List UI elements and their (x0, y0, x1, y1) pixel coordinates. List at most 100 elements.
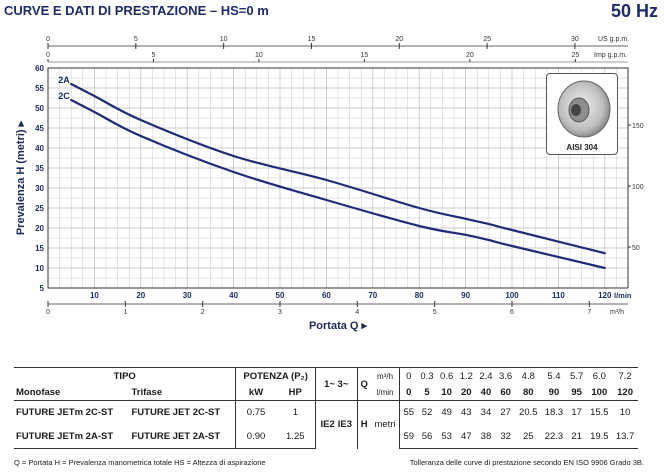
x-tick-label: 40 (229, 291, 238, 300)
h-cell: 47 (456, 424, 477, 449)
us-gpm-tick-label: 25 (483, 36, 491, 43)
imp-gpm-tick-label: 10 (255, 52, 263, 59)
header-potenza: POTENZA (P₂) (235, 367, 316, 384)
x-tick-label: 120 (598, 291, 612, 300)
us-gpm-tick-label: 30 (571, 36, 579, 43)
imp-gpm-tick-label: 20 (466, 52, 474, 59)
h-cell: 22.3 (541, 424, 567, 449)
x-tick-label: 10 (90, 291, 99, 300)
y-tick-label: 55 (35, 84, 44, 93)
x-tick-label: 60 (322, 291, 331, 300)
q-lmin-cell: 90 (541, 384, 567, 401)
x-tick-label: 90 (461, 291, 470, 300)
col-trifase: Trifase (129, 384, 236, 401)
feet-tick-label: 100 (632, 184, 644, 191)
q-lmin-cell: 100 (586, 384, 613, 401)
col-monofase: Monofase (14, 384, 130, 401)
x-unit-label: l/min (614, 291, 632, 300)
hp-value: 1 (292, 407, 298, 419)
us-gpm-tick-label: 10 (220, 36, 228, 43)
q-lmin-cell: 0 (399, 384, 418, 401)
h-label: H (356, 400, 371, 449)
x-tick-label: 20 (136, 291, 145, 300)
footer-tolerance: Tolleranza delle curve di prestazione se… (409, 458, 644, 467)
m3h-tick-label: 4 (355, 309, 359, 316)
h-unit: metri (374, 419, 396, 431)
us-gpm-unit: US g.p.m. (598, 36, 629, 43)
m3h-tick-label: 6 (510, 309, 514, 316)
ie-class: IE2 IE3 (314, 400, 358, 449)
y-tick-label: 20 (35, 224, 44, 233)
h-cell: 18.3 (544, 407, 564, 419)
x-tick-label: 100 (505, 291, 519, 300)
q-unit-lmin: l/min (370, 384, 400, 401)
imp-gpm-tick-label: 0 (46, 52, 50, 59)
x-tick-label: 70 (368, 291, 377, 300)
impeller-icon (557, 80, 611, 138)
q-lmin-cell: 10 (436, 384, 457, 401)
h-cell: 55 (399, 400, 418, 425)
kw-value: 0.90 (235, 424, 276, 449)
y-axis-title: Prevalenza H (metri) ▸ (15, 120, 27, 235)
footer-legend: Q = Portata H = Prevalenza manometrica t… (14, 458, 266, 467)
performance-table: TIPO POTENZA (P₂) 1~ 3~ Q m³/h 0 0.3 0.6… (14, 367, 638, 449)
h-cell: 34 (480, 407, 492, 419)
q-lmin-cell: 120 (612, 384, 638, 401)
q-lmin-cell: 95 (566, 384, 587, 401)
y-tick-label: 10 (35, 264, 44, 273)
q-m3h-cell: 6.0 (586, 367, 613, 384)
x-tick-label: 80 (415, 291, 424, 300)
us-gpm-tick-label: 5 (134, 36, 138, 43)
q-m3h-cell: 0 (399, 367, 418, 384)
hp-value: 1.25 (275, 424, 316, 449)
model-tri: FUTURE JET 2C-ST (131, 407, 221, 419)
y-tick-label: 15 (35, 244, 44, 253)
h-cell: 21 (566, 424, 587, 449)
y-tick-label: 60 (35, 64, 44, 73)
h-cell: 59 (399, 424, 418, 449)
m3h-tick-label: 1 (123, 309, 127, 316)
us-gpm-tick-label: 0 (46, 36, 50, 43)
y-tick-label: 35 (35, 164, 44, 173)
kw-value: 0.75 (235, 400, 276, 425)
impeller-inset: AISI 304 (546, 73, 618, 155)
imp-gpm-unit: Imp g.p.m. (594, 52, 627, 59)
q-label: Q (356, 367, 371, 401)
feet-tick-label: 150 (632, 123, 644, 130)
y-tick-label: 45 (35, 124, 44, 133)
m3h-tick-label: 7 (587, 309, 591, 316)
x-axis-title: Portata Q ▸ (309, 320, 368, 332)
h-cell: 43 (461, 407, 472, 419)
header-phase: 1~ 3~ (314, 367, 358, 401)
h-cell: 10 (619, 407, 631, 419)
m3h-tick-label: 2 (201, 309, 205, 316)
y-tick-label: 25 (35, 204, 44, 213)
y-tick-label: 40 (35, 144, 44, 153)
h-cell: 17 (571, 407, 582, 419)
col-kw: kW (235, 384, 276, 401)
q-m3h-cell: 5.7 (566, 367, 587, 384)
imp-gpm-tick-label: 25 (571, 52, 579, 59)
h-cell: 49 (441, 407, 452, 419)
m3h-tick-label: 0 (46, 309, 50, 316)
q-m3h-cell: 7.2 (612, 367, 638, 384)
q-lmin-cell: 80 (515, 384, 542, 401)
col-hp: HP (275, 384, 316, 401)
series-label-2c: 2C (58, 91, 70, 101)
h-cell: 20.5 (519, 407, 538, 419)
imp-gpm-tick-label: 15 (361, 52, 369, 59)
q-m3h-cell: 1.2 (456, 367, 477, 384)
h-cell: 52 (421, 407, 433, 419)
model-tri: FUTURE JET 2A-ST (129, 424, 236, 449)
inset-label: AISI 304 (566, 143, 598, 152)
q-lmin-cell: 5 (417, 384, 437, 401)
x-tick-label: 110 (552, 291, 565, 300)
q-unit-m3h: m³/h (370, 367, 400, 384)
ie-class-b: IE3 (337, 419, 352, 431)
q-m3h-cell: 3.6 (495, 367, 516, 384)
feet-tick-label: 50 (632, 245, 640, 252)
q-m3h-cell: 5.4 (541, 367, 567, 384)
ie-class-a: IE2 (320, 419, 335, 431)
m3h-tick-label: 5 (433, 309, 437, 316)
